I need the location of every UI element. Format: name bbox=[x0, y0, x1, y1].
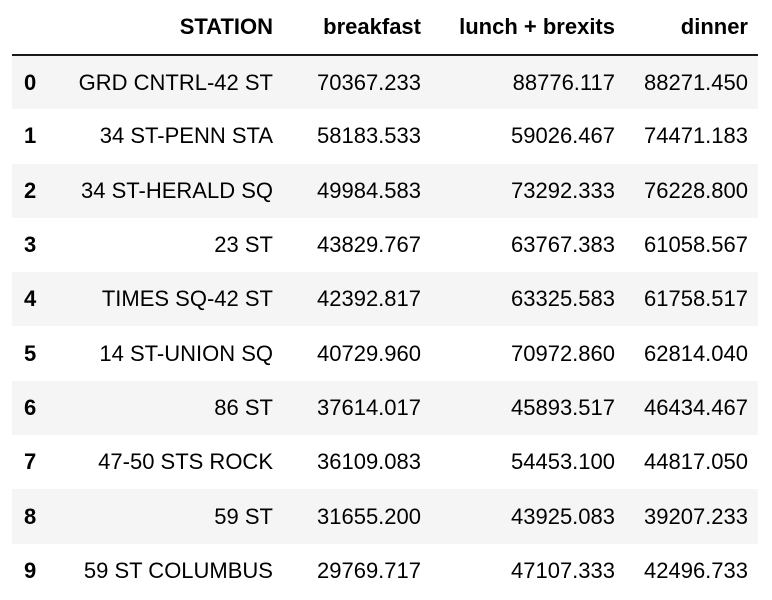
header-lunch-brexits: lunch + brexits bbox=[431, 0, 625, 56]
cell-lunch: 88776.117 bbox=[512, 69, 615, 95]
cell-breakfast: 36109.083 bbox=[317, 449, 421, 475]
cell-dinner: 42496.733 bbox=[644, 557, 748, 583]
cell-lunch: 54453.100 bbox=[511, 449, 615, 475]
cell-dinner: 62814.040 bbox=[644, 340, 748, 366]
cell-breakfast: 49984.583 bbox=[317, 177, 421, 203]
cell-station: 47-50 STS ROCK bbox=[98, 449, 273, 475]
table-row: 3 23 ST 43829.767 63767.383 61058.567 bbox=[12, 218, 758, 272]
cell-station: TIMES SQ-42 ST bbox=[101, 286, 273, 312]
row-index: 0 bbox=[24, 69, 37, 95]
row-index: 1 bbox=[24, 123, 37, 149]
cell-dinner: 76228.800 bbox=[644, 177, 748, 203]
cell-breakfast: 43829.767 bbox=[317, 232, 421, 258]
cell-dinner: 88271.450 bbox=[644, 69, 748, 95]
table-row: 9 59 ST COLUMBUS 29769.717 47107.333 424… bbox=[12, 544, 758, 598]
row-index: 2 bbox=[24, 177, 37, 203]
cell-lunch: 73292.333 bbox=[511, 177, 615, 203]
row-index: 9 bbox=[24, 557, 37, 583]
cell-breakfast: 29769.717 bbox=[317, 557, 421, 583]
cell-dinner: 74471.183 bbox=[644, 123, 748, 149]
row-index: 4 bbox=[24, 286, 37, 312]
table-body: 0 GRD CNTRL-42 ST 70367.233 88776.117 88… bbox=[12, 55, 758, 598]
table-row: 5 14 ST-UNION SQ 40729.960 70972.860 628… bbox=[12, 326, 758, 380]
cell-lunch: 63767.383 bbox=[511, 232, 615, 258]
cell-breakfast: 42392.817 bbox=[317, 286, 421, 312]
cell-breakfast: 58183.533 bbox=[317, 123, 421, 149]
cell-station: 34 ST-HERALD SQ bbox=[81, 177, 273, 203]
cell-station: 59 ST bbox=[214, 503, 273, 529]
cell-dinner: 61058.567 bbox=[644, 232, 748, 258]
row-index: 7 bbox=[24, 449, 37, 475]
cell-station: GRD CNTRL-42 ST bbox=[78, 69, 273, 95]
cell-station: 34 ST-PENN STA bbox=[99, 123, 273, 149]
cell-dinner: 44817.050 bbox=[644, 449, 748, 475]
table-row: 2 34 ST-HERALD SQ 49984.583 73292.333 76… bbox=[12, 163, 758, 218]
cell-breakfast: 70367.233 bbox=[317, 69, 421, 95]
cell-station: 86 ST bbox=[214, 394, 273, 420]
cell-station: 23 ST bbox=[214, 232, 273, 258]
row-index: 6 bbox=[24, 394, 37, 420]
cell-lunch: 59026.467 bbox=[511, 123, 615, 149]
header-breakfast: breakfast bbox=[283, 0, 431, 56]
table-row: 1 34 ST-PENN STA 58183.533 59026.467 744… bbox=[12, 109, 758, 163]
header-index bbox=[12, 0, 52, 56]
cell-breakfast: 40729.960 bbox=[317, 340, 421, 366]
cell-lunch: 47107.333 bbox=[511, 557, 615, 583]
table-row: 6 86 ST 37614.017 45893.517 46434.467 bbox=[12, 380, 758, 436]
dataframe-table: STATION breakfast lunch + brexits dinner… bbox=[12, 0, 758, 598]
cell-dinner: 61758.517 bbox=[644, 286, 748, 312]
header-station: STATION bbox=[52, 0, 283, 56]
table-header: STATION breakfast lunch + brexits dinner bbox=[12, 0, 758, 56]
cell-lunch: 63325.583 bbox=[511, 286, 615, 312]
cell-dinner: 46434.467 bbox=[644, 394, 748, 420]
table-row: 8 59 ST 31655.200 43925.083 39207.233 bbox=[12, 489, 758, 544]
cell-lunch: 43925.083 bbox=[511, 503, 615, 529]
table-row: 7 47-50 STS ROCK 36109.083 54453.100 448… bbox=[12, 435, 758, 489]
cell-lunch: 45893.517 bbox=[511, 394, 615, 420]
cell-station: 59 ST COLUMBUS bbox=[83, 557, 273, 583]
row-index: 8 bbox=[24, 503, 37, 529]
header-row: STATION breakfast lunch + brexits dinner bbox=[12, 0, 758, 56]
cell-breakfast: 37614.017 bbox=[317, 394, 421, 420]
row-index: 3 bbox=[24, 232, 37, 258]
row-index: 5 bbox=[24, 340, 37, 366]
header-dinner: dinner bbox=[625, 0, 758, 56]
cell-breakfast: 31655.200 bbox=[317, 503, 421, 529]
cell-lunch: 70972.860 bbox=[511, 340, 615, 366]
cell-dinner: 39207.233 bbox=[644, 503, 748, 529]
cell-station: 14 ST-UNION SQ bbox=[99, 340, 273, 366]
table-row: 4 TIMES SQ-42 ST 42392.817 63325.583 617… bbox=[12, 272, 758, 327]
table-row: 0 GRD CNTRL-42 ST 70367.233 88776.117 88… bbox=[12, 55, 758, 110]
